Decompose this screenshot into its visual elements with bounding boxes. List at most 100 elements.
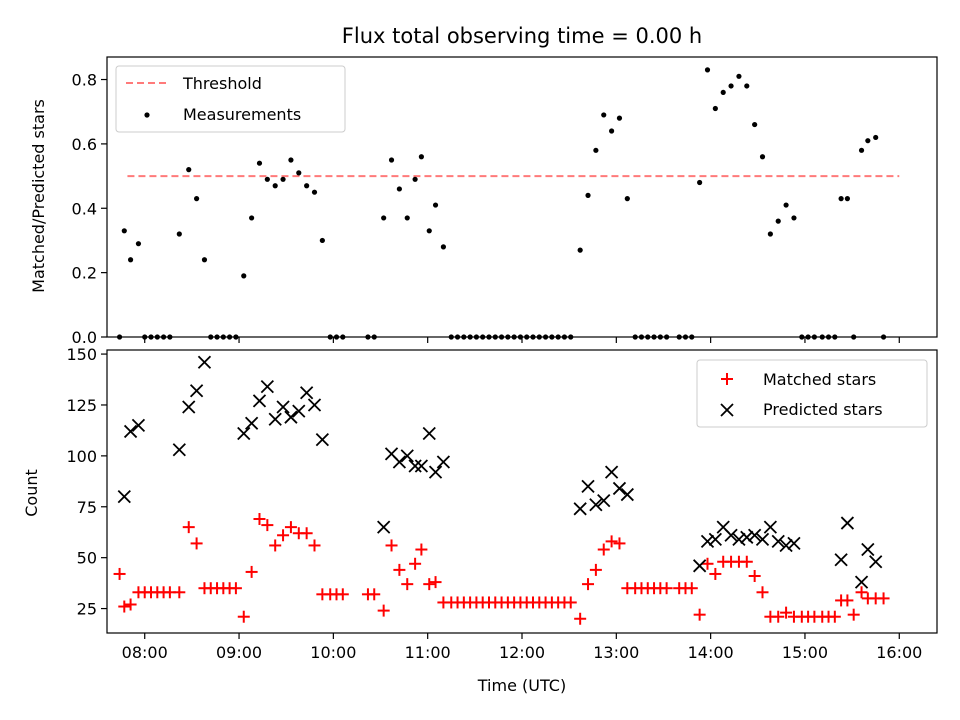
- predicted-point: [771, 534, 785, 549]
- measurement-point: [186, 167, 192, 173]
- predicted-point: [755, 532, 770, 546]
- predicted-point: [854, 575, 869, 589]
- bottom-panel: Count Time (UTC) 25 50 75 100 125 150 08:00 09…: [22, 345, 938, 695]
- matched-point: [709, 567, 722, 580]
- measurement-point: [319, 237, 325, 244]
- top-legend: Threshold Measurements: [115, 65, 346, 133]
- predicted-point: [436, 455, 451, 469]
- bottom-legend-box: [696, 359, 928, 428]
- y-tick-label: 0.2: [72, 264, 97, 283]
- predicted-point: [284, 410, 298, 424]
- y-tick-label: 100: [66, 447, 97, 466]
- predicted-point: [700, 534, 715, 549]
- matched-point: [429, 576, 442, 589]
- y-tick-label: 125: [66, 396, 97, 415]
- measurement-point: [241, 273, 247, 279]
- matched-point: [574, 612, 587, 625]
- predicted-point: [292, 404, 306, 418]
- matched-point: [877, 592, 890, 605]
- measurement-point: [838, 196, 844, 202]
- x-tick-label: 14:00: [688, 643, 734, 662]
- predicted-point: [252, 394, 267, 408]
- predicted-point: [123, 424, 138, 439]
- predicted-point: [732, 532, 746, 546]
- predicted-point: [748, 528, 762, 542]
- predicted-point: [307, 398, 322, 412]
- measurement-point: [432, 202, 439, 208]
- predicted-point: [869, 555, 883, 569]
- matched-point: [415, 543, 428, 556]
- predicted-point: [740, 530, 754, 544]
- top-y-ticks: 0.0 0.2 0.4 0.6 0.8: [72, 71, 107, 347]
- predicted-point: [422, 426, 436, 441]
- matched-point: [748, 569, 761, 582]
- predicted-point: [300, 386, 314, 400]
- matched-point: [190, 537, 203, 550]
- matched-point: [385, 539, 398, 552]
- legend-measurements-label: Measurements: [183, 105, 301, 124]
- measurement-point: [381, 215, 387, 221]
- predicted-point: [428, 465, 443, 479]
- matched-point: [308, 539, 321, 552]
- predicted-point: [182, 400, 196, 414]
- y-tick-label: 0.0: [72, 328, 97, 347]
- predicted-point: [197, 355, 212, 369]
- top-x-ticks: [144, 337, 900, 343]
- matched-point: [261, 519, 274, 532]
- measurement-point: [121, 228, 127, 234]
- matched-point: [182, 521, 195, 534]
- predicted-point: [861, 542, 875, 557]
- predicted-point: [597, 494, 611, 508]
- matched-point: [589, 563, 602, 576]
- measurement-point: [712, 105, 718, 112]
- x-tick-label: 13:00: [593, 643, 639, 662]
- measurement-point: [264, 176, 270, 182]
- y-tick-label: 75: [77, 498, 97, 517]
- predicted-point: [414, 459, 429, 473]
- y-tick-label: 25: [77, 600, 97, 619]
- bottom-y-axis-label: Count: [22, 469, 41, 517]
- predicted-point: [840, 516, 855, 530]
- matched-point: [300, 527, 313, 540]
- measurement-point: [127, 257, 134, 263]
- matched-point: [336, 588, 349, 601]
- predicted-point: [268, 412, 282, 426]
- measurement-point: [865, 138, 871, 144]
- y-tick-label: 0.4: [72, 199, 97, 218]
- x-tick-label: 16:00: [876, 643, 922, 662]
- matched-point: [847, 608, 860, 621]
- measurement-point: [311, 189, 318, 195]
- legend-predicted-swatch: [720, 403, 734, 417]
- matched-point: [582, 578, 595, 591]
- matched-point: [772, 610, 785, 623]
- predicted-point: [244, 416, 259, 430]
- predicted-point: [131, 418, 146, 432]
- predicted-point: [315, 432, 329, 447]
- measurement-point: [288, 157, 294, 163]
- matched-point: [685, 582, 698, 595]
- measurement-point: [752, 121, 758, 128]
- measurement-point: [791, 215, 797, 221]
- predicted-point: [604, 465, 619, 479]
- matched-point: [229, 582, 242, 595]
- measurement-point: [396, 186, 402, 192]
- measurement-point: [858, 147, 865, 153]
- predicted-point: [620, 487, 634, 502]
- predicted-point: [377, 520, 391, 534]
- measurement-point: [304, 183, 310, 189]
- predicted-point: [392, 455, 407, 469]
- x-tick-label: 15:00: [782, 643, 828, 662]
- x-tick-label: 08:00: [122, 643, 168, 662]
- measurement-point: [720, 89, 726, 96]
- predicted-point: [692, 559, 707, 573]
- x-tick-label: 09:00: [216, 643, 262, 662]
- matched-point: [828, 610, 841, 623]
- x-tick-label: 10:00: [310, 643, 356, 662]
- legend-threshold-label: Threshold: [182, 74, 262, 93]
- matched-point: [423, 578, 436, 591]
- measurement-point: [194, 196, 200, 202]
- chart-title: Flux total observing time = 0.00 h: [342, 24, 702, 48]
- measurement-point: [418, 154, 424, 160]
- predicted-point: [400, 449, 414, 463]
